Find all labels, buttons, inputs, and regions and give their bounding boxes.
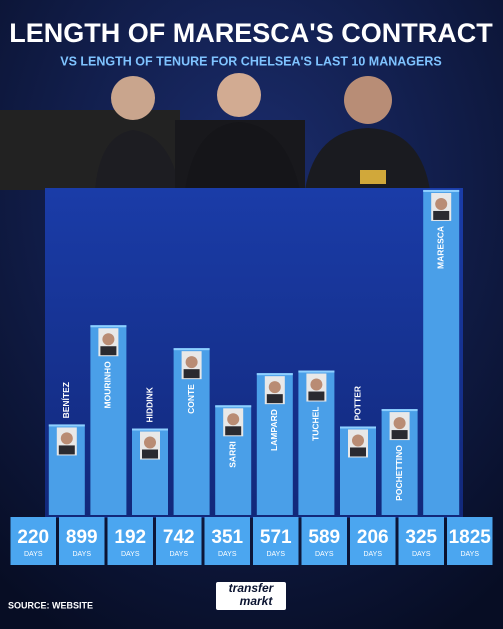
portrait-face: [268, 381, 281, 394]
value-box: [447, 517, 493, 565]
bar-highlight: [215, 405, 252, 408]
value-label: 1825: [449, 527, 492, 548]
portrait-body: [142, 449, 158, 459]
portrait-body: [58, 445, 75, 455]
unit-label: DAYS: [460, 551, 479, 558]
unit-label: DAYS: [315, 551, 334, 558]
bar-highlight: [340, 426, 376, 429]
portrait-face: [102, 333, 115, 346]
bar-highlight: [90, 325, 127, 328]
unit-label: DAYS: [218, 551, 237, 558]
portrait-face: [60, 432, 73, 445]
value-label: 571: [260, 527, 292, 548]
category-label: LAMPARD: [269, 409, 279, 451]
bar-highlight: [173, 348, 210, 351]
category-label: HIDDINK: [144, 386, 154, 422]
category-label: SARRI: [227, 441, 237, 467]
unit-label: DAYS: [72, 551, 91, 558]
portrait-body: [350, 447, 366, 457]
category-label: MOURINHO: [103, 361, 113, 409]
category-label: CONTE: [186, 384, 196, 414]
bar: [90, 325, 127, 515]
bar-highlight: [298, 370, 335, 373]
chart-title: LENGTH OF MARESCA'S CONTRACT: [9, 18, 493, 48]
value-label: 589: [308, 527, 340, 548]
logo-text: transfer: [229, 581, 275, 595]
portrait-body: [100, 346, 117, 356]
bar-highlight: [256, 373, 293, 376]
value-label: 899: [66, 527, 98, 548]
category-label: TUCHEL: [311, 407, 321, 441]
portrait-body: [225, 426, 242, 436]
value-box: [107, 517, 153, 565]
value-label: 742: [163, 527, 195, 548]
portrait-body: [183, 369, 200, 379]
value-label: 192: [114, 527, 146, 548]
category-label: POCHETTINO: [394, 445, 404, 501]
logo: transfer markt: [216, 581, 286, 610]
value-box: [253, 517, 299, 565]
bar-highlight: [132, 428, 168, 431]
value-label: 325: [405, 527, 437, 548]
bar-highlight: [423, 189, 460, 192]
header-photos: [0, 73, 430, 190]
portrait-body: [266, 394, 283, 404]
unit-label: DAYS: [266, 551, 285, 558]
value-box: [10, 517, 56, 565]
unit-label: DAYS: [24, 551, 43, 558]
portrait-body: [308, 391, 325, 401]
logo-text: markt: [240, 594, 274, 608]
value-label: 351: [211, 527, 243, 548]
value-box: [350, 517, 396, 565]
unit-label: DAYS: [412, 551, 431, 558]
portrait-face: [435, 197, 448, 210]
unit-label: DAYS: [363, 551, 382, 558]
source: SOURCE: WEBSITE: [8, 600, 93, 610]
value-box: [204, 517, 250, 565]
portrait-face: [352, 434, 364, 447]
chart-subtitle: VS LENGTH OF TENURE FOR CHELSEA'S LAST 1…: [60, 54, 441, 68]
category-label: MARESCA: [435, 226, 445, 269]
portrait-face: [227, 413, 240, 426]
portrait-face: [393, 417, 406, 430]
portrait-face: [185, 356, 198, 369]
bar-highlight: [48, 424, 85, 427]
value-box: [301, 517, 347, 565]
portrait-face: [310, 378, 323, 391]
portrait-body: [391, 430, 408, 440]
bar: [423, 189, 460, 515]
category-label: BENÍTEZ: [61, 382, 71, 418]
portrait-face: [144, 436, 156, 449]
value-box: [59, 517, 105, 565]
value-label: 206: [357, 527, 389, 548]
portrait-body: [433, 210, 450, 220]
value-box: [398, 517, 444, 565]
unit-label: DAYS: [121, 551, 140, 558]
category-label: POTTER: [352, 386, 362, 420]
bar-highlight: [381, 409, 418, 412]
value-box: [156, 517, 202, 565]
value-label: 220: [17, 527, 49, 548]
unit-label: DAYS: [169, 551, 188, 558]
